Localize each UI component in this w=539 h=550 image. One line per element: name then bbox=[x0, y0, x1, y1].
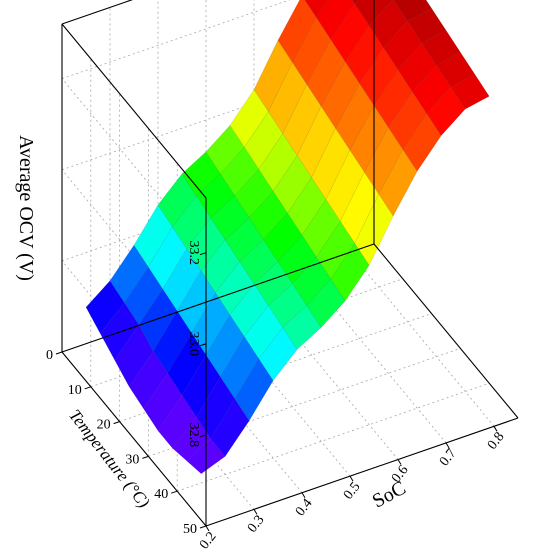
soc-tick-label: 0.7 bbox=[437, 446, 460, 469]
frame-edge bbox=[61, 23, 207, 199]
z-tick-mark bbox=[199, 434, 207, 438]
soc-tick-mark bbox=[301, 492, 306, 499]
soc-tick-mark bbox=[205, 525, 210, 532]
z-tick-label: 33.2 bbox=[186, 240, 201, 265]
temp-tick-mark bbox=[142, 455, 149, 459]
temp-tick-label: 30 bbox=[125, 452, 139, 467]
temp-tick-mark bbox=[113, 421, 120, 425]
temp-tick-label: 0 bbox=[46, 348, 53, 363]
z-tick-label: 32.8 bbox=[186, 423, 201, 448]
z-axis-label: Average OCV (V) bbox=[15, 135, 37, 281]
frame-edge bbox=[61, 351, 207, 527]
tick-labels: 0.20.30.40.50.60.70.80102030405032.833.0… bbox=[46, 240, 508, 550]
z-tick-label: 33.0 bbox=[186, 332, 201, 357]
surface-cell bbox=[450, 73, 490, 110]
temp-tick-mark bbox=[171, 490, 178, 494]
surface-cell bbox=[304, 0, 329, 18]
temp-tick-label: 40 bbox=[154, 487, 168, 502]
soc-tick-label: 0.8 bbox=[485, 430, 508, 453]
temp-tick-mark bbox=[199, 525, 207, 529]
soc-tick-mark bbox=[349, 475, 354, 482]
soc-tick-mark bbox=[397, 459, 402, 465]
floor-grid-soc bbox=[349, 252, 495, 427]
temp-tick-label: 50 bbox=[183, 522, 197, 537]
soc-tick-label: 0.4 bbox=[293, 496, 316, 519]
soc-tick-mark bbox=[253, 509, 258, 515]
temp-tick-mark bbox=[84, 386, 91, 390]
soc-tick-mark bbox=[445, 442, 450, 449]
box-frame bbox=[61, 0, 519, 527]
z-tick-mark bbox=[199, 343, 207, 347]
frame-edge bbox=[61, 0, 134, 25]
soc-tick-label: 0.3 bbox=[245, 513, 268, 536]
frame-edge bbox=[61, 243, 375, 353]
temp-tick-label: 10 bbox=[68, 383, 82, 398]
floor-grid-temp bbox=[177, 382, 490, 492]
frame-edge bbox=[373, 243, 519, 419]
temp-tick-label: 20 bbox=[97, 418, 111, 433]
frame-edge bbox=[205, 417, 519, 527]
z-tick-mark bbox=[199, 252, 207, 256]
soc-tick-label: 0.5 bbox=[341, 480, 364, 503]
soc-tick-mark bbox=[493, 426, 498, 432]
temp-tick-mark bbox=[55, 351, 63, 355]
back-grid-z bbox=[61, 0, 291, 80]
surface-cell bbox=[351, 0, 359, 5]
soc-tick-label: 0.2 bbox=[197, 529, 220, 550]
